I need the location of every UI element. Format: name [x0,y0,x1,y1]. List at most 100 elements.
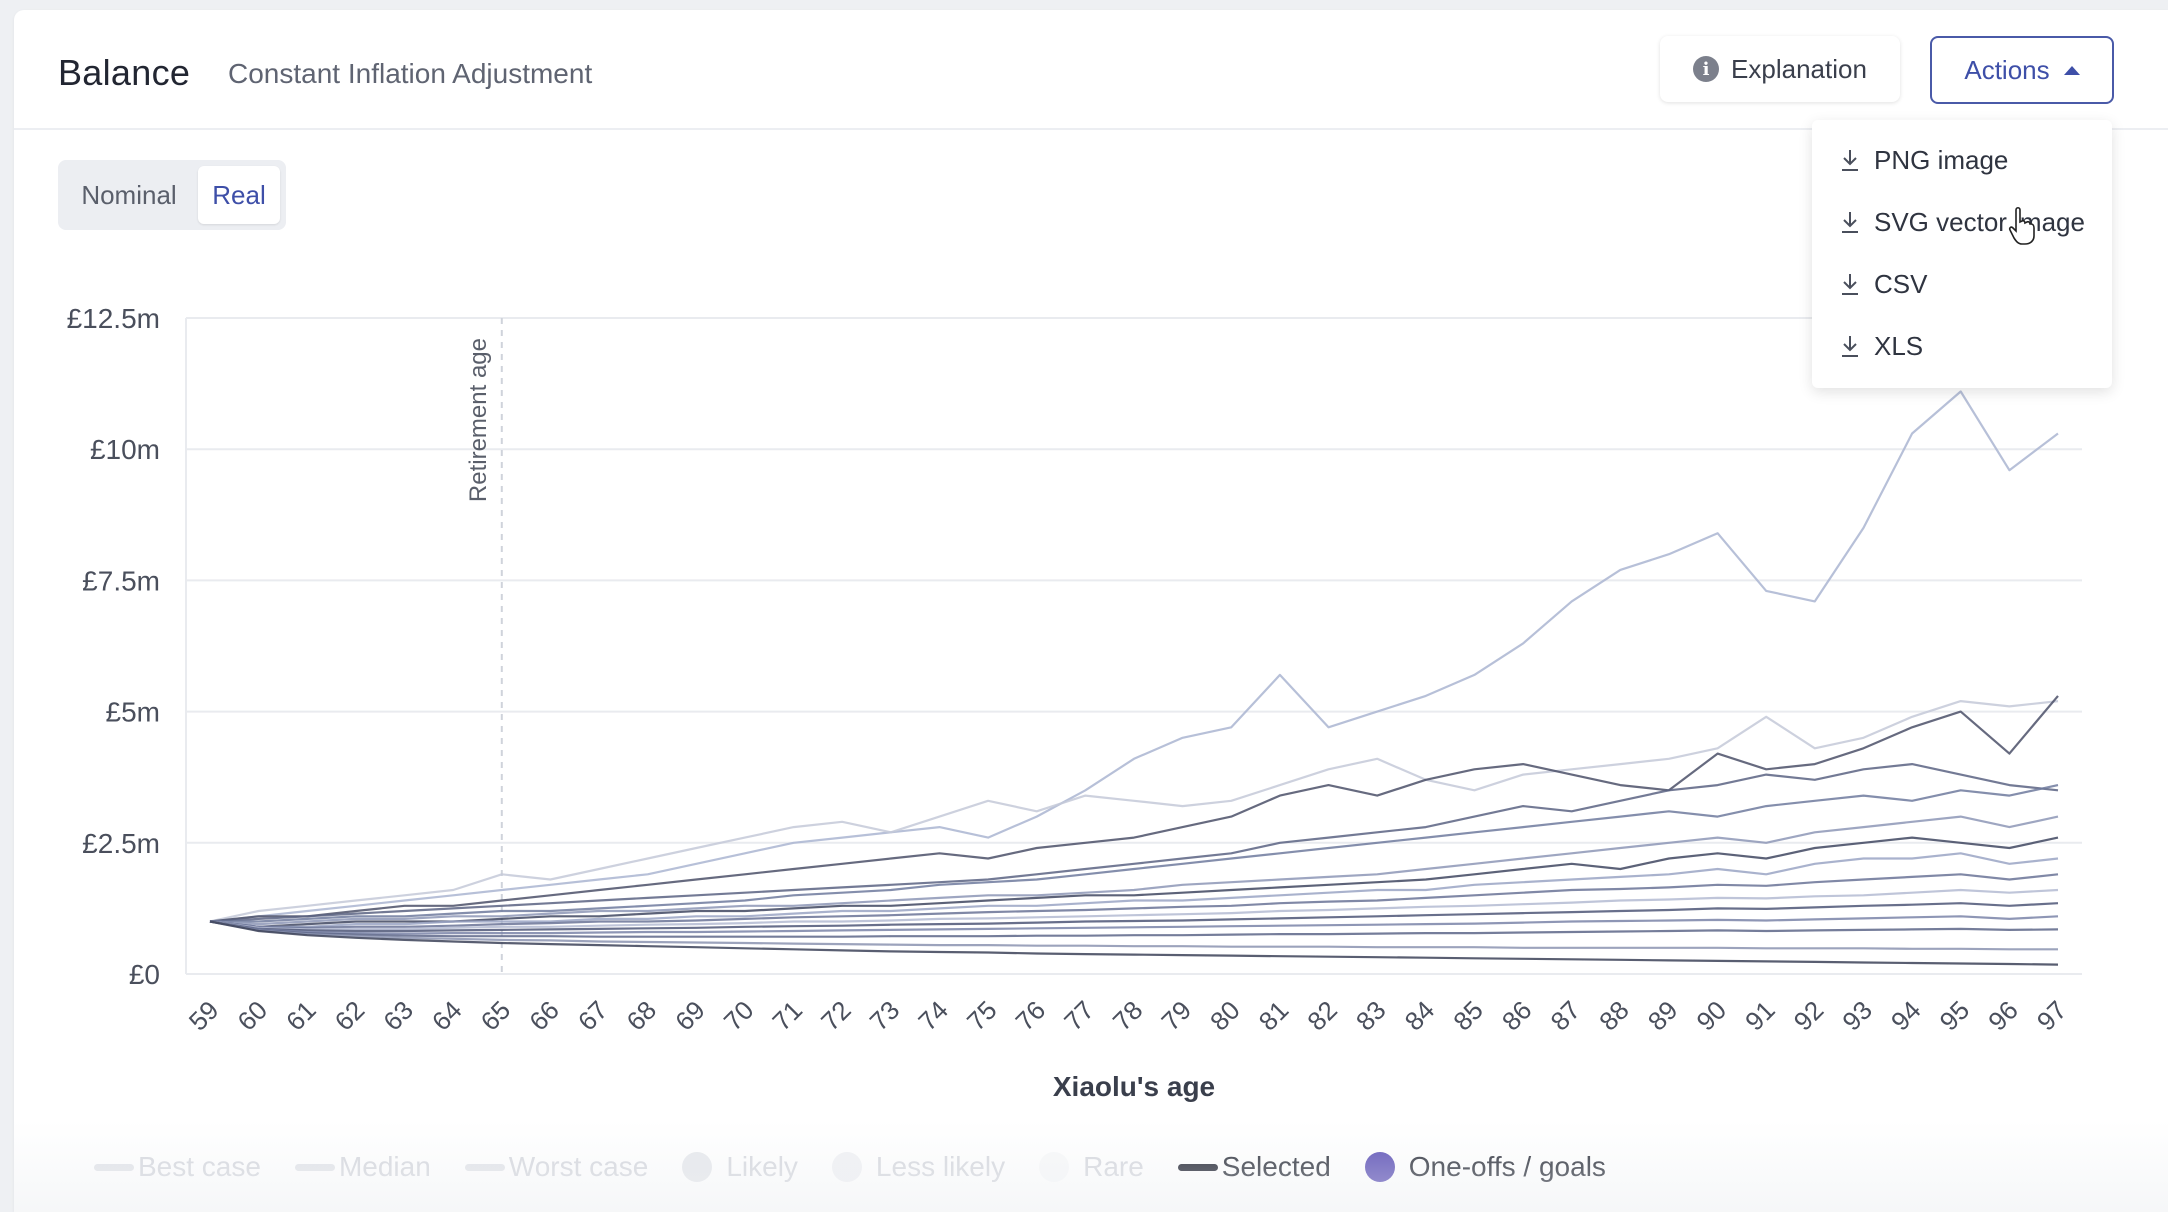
x-tick-label: 61 [280,995,322,1037]
x-tick-label: 67 [572,995,614,1037]
menu-item-xls[interactable]: XLS [1812,318,2112,374]
series-line [210,784,2059,923]
balance-chart: £0 £2.5m £5m £7.5m £10m £12.5m Retirement age 5… [67,303,2082,1102]
legend-best-case[interactable]: Best case [94,1151,261,1183]
menu-item-svg[interactable]: SVG vector image [1812,194,2112,250]
dot-swatch-icon [1039,1152,1070,1182]
actions-button[interactable]: Actions [1930,36,2114,104]
legend-rare[interactable]: Rare [1039,1151,1144,1183]
legend-label: Selected [1221,1151,1331,1182]
y-tick-label: £7.5m [82,565,160,596]
hand-cursor-icon [2008,206,2035,245]
dot-swatch-icon [831,1152,862,1182]
legend-median[interactable]: Median [294,1151,431,1183]
x-tick-label: 85 [1447,995,1489,1037]
line-swatch-icon [1177,1163,1218,1171]
x-tick-label: 60 [231,995,273,1037]
x-tick-label: 80 [1204,995,1246,1037]
retirement-age-label: Retirement age [465,338,492,502]
menu-item-label: XLS [1874,330,1924,361]
toggle-nominal[interactable]: Nominal [81,179,177,210]
x-tick-label: 92 [1788,995,1830,1037]
series-line [209,763,2059,923]
download-icon [1842,150,1858,171]
x-tick-label: 59 [183,995,225,1037]
legend-label: Median [338,1151,431,1182]
x-tick-label: 96 [1982,995,2024,1037]
menu-item-csv[interactable]: CSV [1812,256,2112,312]
x-tick-label: 78 [1107,995,1149,1037]
x-tick-label: 83 [1350,995,1392,1037]
x-tick-label: 87 [1544,995,1586,1037]
y-tick-label: £2.5m [82,828,160,859]
series-line [209,390,2059,923]
menu-item-label: CSV [1874,268,1928,299]
toggle-real[interactable]: Real [198,166,280,224]
x-tick-label: 72 [815,995,857,1037]
y-tick-label: £0 [129,959,160,990]
x-tick-label: 76 [1010,995,1052,1037]
x-tick-label: 81 [1253,995,1295,1037]
download-icon [1842,212,1858,233]
menu-item-label: SVG vector image [1874,206,2085,237]
caret-up-icon [2063,65,2080,75]
page-title: Balance [58,52,191,93]
legend-one-offs-goals[interactable]: One-offs / goals [1364,1151,1606,1183]
y-tick-label: £10m [90,434,160,465]
line-swatch-icon [464,1163,505,1171]
y-tick-label: £12.5m [67,303,160,334]
dot-swatch-icon [1364,1152,1395,1182]
series-line [209,920,2058,951]
legend-selected[interactable]: Selected [1177,1151,1331,1183]
series-line [209,902,2059,933]
x-tick-label: 77 [1058,995,1100,1037]
x-tick-label: 69 [669,995,711,1037]
balance-card: Balance Constant Inflation Adjustment i … [14,10,2168,1212]
x-tick-label: 63 [377,995,419,1037]
explanation-label: Explanation [1731,53,1867,84]
x-axis-label: Xiaolu's age [1053,1071,1215,1102]
x-tick-label: 97 [2031,995,2073,1037]
x-tick-label: 64 [426,995,468,1037]
nominal-real-toggle: Nominal Real [58,160,286,230]
x-tick-label: 65 [475,995,517,1037]
legend-label: Rare [1083,1151,1144,1182]
line-swatch-icon [94,1163,134,1171]
x-tick-label: 73 [864,995,906,1037]
series-line [209,920,2059,938]
series-line [209,815,2059,926]
x-tick-label: 70 [718,995,760,1037]
page-subtitle: Constant Inflation Adjustment [228,58,593,89]
explanation-button[interactable]: i Explanation [1660,36,1900,102]
actions-label: Actions [1964,54,2050,85]
legend-label: Worst case [508,1151,649,1182]
chart-legend: Best case Median Worst case Likely Less … [94,1142,1640,1192]
legend-less-likely[interactable]: Less likely [831,1151,1006,1183]
series-line [209,888,2059,931]
legend-likely[interactable]: Likely [682,1151,798,1183]
series-line [209,695,2059,923]
menu-item-png[interactable]: PNG image [1812,132,2112,188]
x-tick-label: 75 [961,995,1003,1037]
download-icon [1842,274,1858,295]
download-icon [1842,336,1858,357]
x-tick-label: 88 [1593,995,1635,1037]
legend-worst-case[interactable]: Worst case [464,1151,649,1183]
x-tick-label: 86 [1496,995,1538,1037]
info-icon: i [1693,56,1720,82]
actions-dropdown-menu: PNG image SVG vector image CSV XLS [1812,120,2112,388]
x-tick-label: 62 [329,995,371,1037]
x-tick-label: 95 [1934,995,1976,1037]
series-line [209,700,2059,923]
x-tick-label: 89 [1642,995,1684,1037]
series-line [209,915,2059,935]
x-tick-label: 90 [1690,995,1732,1037]
x-tick-label: 74 [912,995,954,1037]
dot-swatch-icon [682,1152,713,1182]
legend-label: Less likely [875,1151,1006,1182]
x-tick-label: 82 [1301,995,1343,1037]
x-tick-label: 71 [766,995,808,1037]
card-header: Balance Constant Inflation Adjustment i … [14,10,2168,130]
legend-label: Best case [138,1151,261,1182]
menu-item-label: PNG image [1874,144,2009,175]
